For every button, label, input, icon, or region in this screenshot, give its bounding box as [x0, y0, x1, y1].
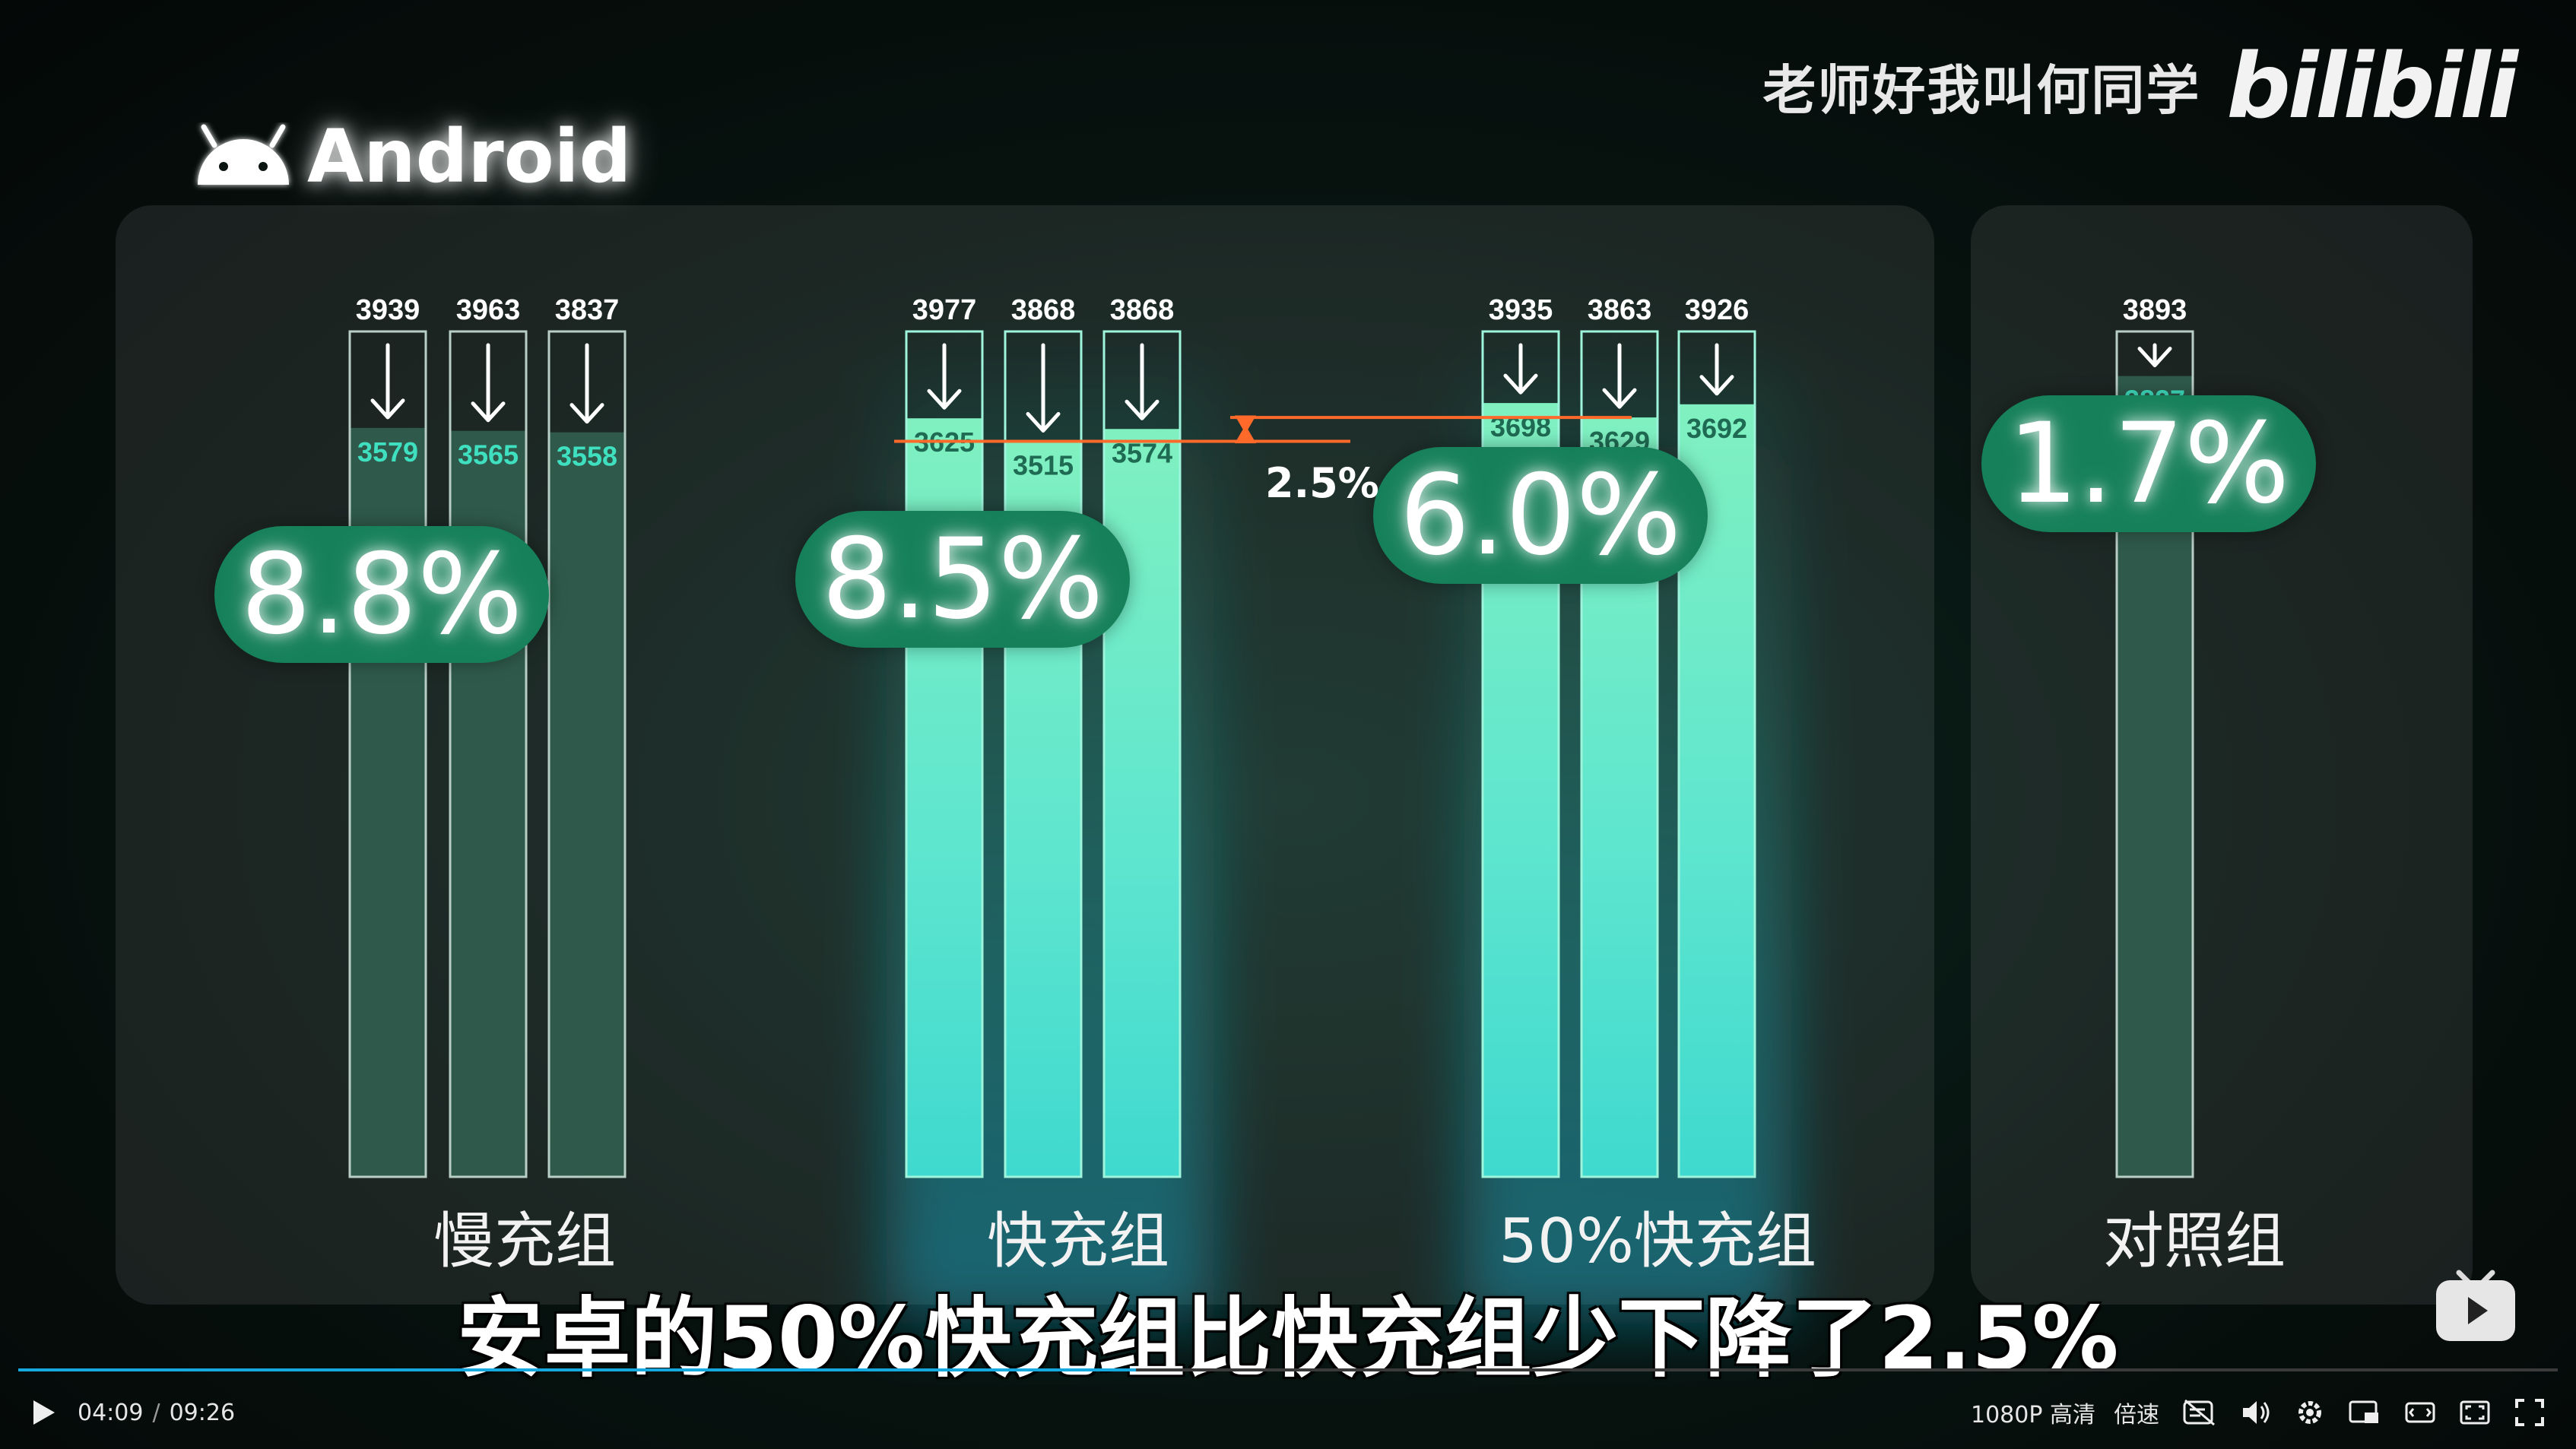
bar-outline-half-fast-1	[1481, 330, 1560, 1178]
group-label-fast: 快充组	[987, 1206, 1169, 1276]
picture-in-picture-button[interactable]	[2348, 1385, 2380, 1440]
bar-outline-fast-2	[1004, 330, 1083, 1178]
bar-outline-control-1	[2115, 330, 2194, 1178]
bar-end-label-slow-3: 3558	[557, 441, 617, 472]
bar-start-label-half-fast-2: 3863	[1588, 294, 1652, 326]
group-label-control: 对照组	[2103, 1206, 2286, 1276]
bar-start-label-fast-2: 3868	[1011, 294, 1076, 326]
drop-arrow-icon	[370, 343, 405, 420]
summary-pill-fast: 8.5%	[795, 511, 1130, 648]
drop-arrow-icon	[1602, 343, 1637, 409]
volume-icon	[2243, 1401, 2270, 1424]
android-logo: Android	[190, 114, 631, 199]
widescreen-icon	[2405, 1402, 2435, 1423]
bar-start-label-fast-3: 3868	[1110, 294, 1175, 326]
web-fullscreen-icon	[2460, 1400, 2490, 1425]
bar-end-label-fast-2: 3515	[1013, 450, 1074, 481]
danmaku-off-icon	[2183, 1399, 2215, 1426]
bar-slow-3	[549, 432, 625, 1177]
bar-outline-slow-2	[449, 330, 528, 1178]
fullscreen-button[interactable]	[2514, 1385, 2546, 1440]
player-controls: 04:09 / 09:26 1080P 高清 倍速	[0, 1385, 2576, 1449]
bar-outline-slow-3	[547, 330, 627, 1178]
bar-end-label-slow-2: 3565	[458, 439, 519, 471]
brand-logo: bilibili	[2226, 33, 2518, 138]
progress-bar-fill	[18, 1368, 1136, 1371]
drop-arrow-icon	[1125, 343, 1160, 420]
summary-pill-half-fast: 6.0%	[1373, 447, 1708, 584]
quality-button[interactable]: 1080P 高清	[1971, 1402, 2095, 1428]
author-name: 老师好我叫何同学	[1762, 59, 2201, 122]
current-time: 04:09	[78, 1399, 144, 1426]
bar-start-label-slow-1: 3939	[356, 294, 420, 326]
volume-button[interactable]	[2240, 1385, 2272, 1440]
time-separator: /	[152, 1399, 160, 1426]
subtitle: 安卓的50%快充组比快充组少下降了2.5%	[457, 1288, 2119, 1389]
drop-arrow-icon	[1699, 343, 1734, 396]
bar-end-label-slow-1: 3579	[357, 436, 418, 468]
drop-arrow-icon	[2137, 343, 2172, 368]
bar-start-label-half-fast-3: 3926	[1685, 294, 1750, 326]
bar-end-label-half-fast-3: 3692	[1686, 413, 1747, 444]
bar-outline-fast-3	[1102, 330, 1182, 1178]
drop-arrow-icon	[569, 343, 604, 424]
fullscreen-icon	[2515, 1399, 2544, 1426]
drop-arrow-icon	[1026, 343, 1061, 433]
bar-outline-half-fast-3	[1677, 330, 1756, 1178]
speed-button[interactable]: 倍速	[2114, 1402, 2159, 1428]
pip-icon	[2349, 1400, 2378, 1423]
bar-outline-half-fast-2	[1580, 330, 1659, 1178]
chart-panel-control	[1971, 205, 2473, 1305]
down-arrow-icon	[1235, 415, 1256, 434]
play-icon	[33, 1400, 55, 1425]
group-label-slow: 慢充组	[433, 1206, 616, 1276]
drop-arrow-icon	[471, 343, 506, 423]
danmaku-toggle[interactable]	[2182, 1385, 2217, 1440]
widescreen-button[interactable]	[2404, 1385, 2436, 1440]
comparison-label: 2.5%	[1265, 459, 1379, 507]
group-label-half-fast: 50%快充组	[1499, 1206, 1816, 1276]
platform-label: Android	[307, 114, 632, 199]
progress-bar[interactable]	[18, 1368, 2558, 1371]
play-button[interactable]	[30, 1385, 58, 1440]
bar-outline-slow-1	[348, 330, 427, 1178]
settings-button[interactable]	[2295, 1385, 2325, 1440]
web-fullscreen-button[interactable]	[2459, 1385, 2491, 1440]
up-arrow-icon	[1235, 425, 1256, 444]
gear-icon	[2298, 1401, 2321, 1424]
bar-start-label-control-1: 3893	[2123, 294, 2187, 326]
drop-arrow-icon	[927, 343, 962, 410]
tv-icon[interactable]	[2433, 1268, 2518, 1344]
summary-pill-slow: 8.8%	[214, 526, 549, 663]
android-robot-icon	[198, 124, 289, 185]
summary-pill-control: 1.7%	[1981, 395, 2316, 532]
bar-start-label-half-fast-1: 3935	[1489, 294, 1553, 326]
bar-start-label-fast-1: 3977	[912, 294, 977, 326]
drop-arrow-icon	[1503, 343, 1538, 395]
bar-start-label-slow-3: 3837	[555, 294, 620, 326]
bar-outline-fast-1	[905, 330, 984, 1178]
time-display: 04:09 / 09:26	[78, 1385, 235, 1440]
duration: 09:26	[169, 1399, 236, 1426]
bar-start-label-slow-2: 3963	[456, 294, 521, 326]
watermark: 老师好我叫何同学 bilibili	[1762, 33, 2518, 138]
